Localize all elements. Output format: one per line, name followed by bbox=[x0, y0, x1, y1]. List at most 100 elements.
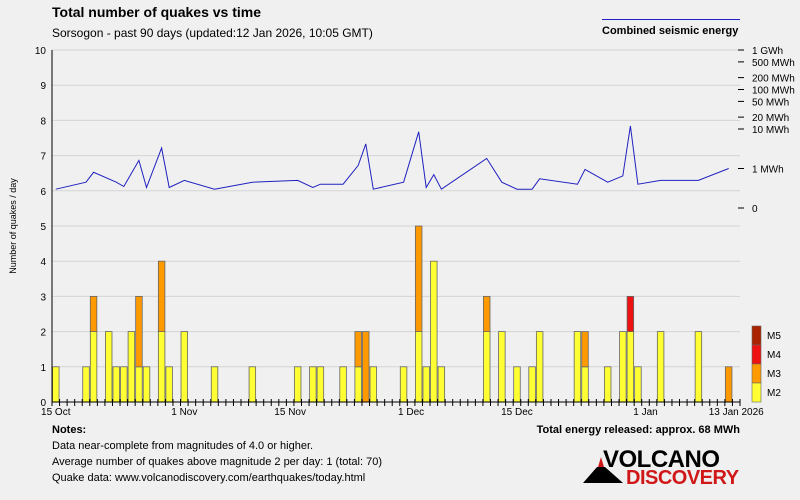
bar-segment-m2 bbox=[573, 331, 582, 403]
x-tick-label: 15 Dec bbox=[501, 407, 533, 418]
x-tick-label: 15 Oct bbox=[41, 407, 71, 418]
magnitude-legend: M5 M4 M3 M2 bbox=[751, 325, 781, 403]
energy-series bbox=[55, 125, 729, 190]
y-tick-label: 7 bbox=[40, 152, 46, 163]
bar-segment-m2 bbox=[498, 331, 506, 403]
bar-segment-m3 bbox=[415, 225, 423, 332]
bar-segment-m2 bbox=[165, 366, 173, 403]
x-tick-label: 13 Jan 2026 bbox=[709, 407, 764, 418]
y-tick-label: 4 bbox=[40, 257, 46, 268]
bar-segment-m2 bbox=[634, 366, 642, 403]
lava-icon bbox=[598, 457, 604, 467]
bar-segment-m2 bbox=[142, 366, 151, 403]
bar-series bbox=[52, 225, 733, 403]
y-tick-label: 2 bbox=[40, 328, 46, 339]
bar-segment-m2 bbox=[82, 366, 90, 403]
bar-segment-m2 bbox=[52, 366, 60, 403]
bar-segment-m2 bbox=[112, 366, 120, 403]
bar-segment-m2 bbox=[180, 331, 188, 403]
legend-swatch-m4 bbox=[751, 344, 762, 365]
legend-swatch-m3 bbox=[751, 363, 762, 384]
energy-tick-label: 10 MWh bbox=[752, 125, 789, 136]
y-tick-label: 3 bbox=[40, 292, 46, 303]
energy-legend-line bbox=[602, 19, 740, 20]
y-tick-label: 9 bbox=[40, 81, 46, 92]
bar-segment-m2 bbox=[422, 366, 430, 403]
energy-tick-label: 100 MWh bbox=[752, 86, 795, 97]
bar-segment-m2 bbox=[437, 366, 446, 403]
legend-label-m2: M2 bbox=[767, 388, 781, 399]
bar-segment-m2 bbox=[430, 260, 438, 403]
energy-tick-label: 1 GWh bbox=[752, 46, 783, 57]
y-tick-label: 10 bbox=[35, 46, 47, 57]
y-tick-label: 6 bbox=[40, 187, 46, 198]
bar-segment-m2 bbox=[309, 366, 317, 403]
energy-tick-label: 20 MWh bbox=[752, 113, 789, 124]
legend-swatch-m5 bbox=[751, 325, 762, 346]
y-tick-label: 8 bbox=[40, 116, 46, 127]
axes: 0 1 2 3 4 5 6 7 8 9 10 15 Oct 1 Nov 15 Nov 1 Dec 15 Dec… bbox=[35, 46, 795, 418]
energy-line bbox=[55, 125, 729, 190]
energy-tick-label: 200 MWh bbox=[752, 74, 795, 85]
x-tick-label: 1 Nov bbox=[171, 407, 197, 418]
bar-segment-m2 bbox=[135, 366, 143, 403]
y-axis-label: Number of quakes / day bbox=[8, 178, 18, 274]
energy-tick-label: 0 bbox=[752, 204, 758, 215]
bar-segment-m3 bbox=[483, 295, 491, 332]
bar-segment-m2 bbox=[157, 331, 166, 403]
bar-segment-m2 bbox=[483, 331, 491, 403]
y-tick-label: 0 bbox=[40, 398, 46, 409]
bar-segment-m2 bbox=[656, 331, 665, 403]
bar-segment-m2 bbox=[248, 366, 257, 403]
x-tick-label: 1 Jan bbox=[633, 407, 657, 418]
energy-tick-label: 50 MWh bbox=[752, 97, 789, 108]
legend-label-m5: M5 bbox=[767, 331, 781, 342]
bar-segment-m2 bbox=[604, 366, 612, 403]
legend-label-m3: M3 bbox=[767, 369, 781, 380]
y-tick-label: 1 bbox=[40, 363, 46, 374]
chart-subtitle: Sorsogon - past 90 days (updated:12 Jan … bbox=[52, 26, 373, 40]
bar-segment-m2 bbox=[581, 366, 589, 403]
bar-segment-m2 bbox=[399, 366, 408, 403]
energy-tick-label: 500 MWh bbox=[752, 58, 795, 69]
bar-segment-m3 bbox=[135, 295, 143, 368]
note-line-3: Quake data: www.volcanodiscovery.com/ear… bbox=[52, 472, 366, 484]
chart-title: Total number of quakes vs time bbox=[52, 4, 262, 20]
bar-segment-m2 bbox=[513, 366, 521, 403]
bar-segment-m2 bbox=[89, 331, 98, 403]
bar-segment-m3 bbox=[724, 366, 733, 403]
bar-segment-m2 bbox=[316, 366, 325, 403]
volcano-icon bbox=[583, 467, 623, 483]
logo-text-bottom: DISCOVERY bbox=[626, 467, 739, 489]
bar-segment-m3 bbox=[89, 295, 98, 332]
bar-segment-m2 bbox=[528, 366, 536, 403]
bar-segment-m2 bbox=[369, 366, 377, 403]
bar-segment-m2 bbox=[694, 331, 703, 403]
bar-segment-m2 bbox=[354, 366, 362, 403]
logo-text-top: VOLCANO bbox=[603, 446, 720, 473]
legend-label-m4: M4 bbox=[767, 350, 781, 361]
bar-segment-m2 bbox=[105, 331, 113, 403]
bar-segment-m2 bbox=[339, 366, 347, 403]
note-line-2: Average number of quakes above magnitude… bbox=[52, 456, 383, 468]
bar-segment-m4 bbox=[626, 295, 635, 332]
legend-swatch-m2 bbox=[751, 382, 762, 403]
bar-segment-m3 bbox=[362, 331, 370, 403]
x-tick-label: 1 Dec bbox=[398, 407, 424, 418]
note-line-1: Data near-complete from magnitudes of 4.… bbox=[52, 440, 314, 452]
energy-legend-label: Combined seismic energy bbox=[602, 25, 739, 37]
bar-segment-m3 bbox=[157, 260, 166, 333]
bar-segment-m2 bbox=[415, 331, 423, 403]
y-tick-label: 5 bbox=[40, 222, 46, 233]
bar-segment-m2 bbox=[626, 331, 635, 403]
bar-segment-m2 bbox=[127, 331, 136, 403]
bar-segment-m2 bbox=[535, 331, 544, 403]
bar-segment-m3 bbox=[354, 331, 362, 368]
x-tick-label: 15 Nov bbox=[274, 407, 306, 418]
quakes-chart: 0 1 2 3 4 5 6 7 8 9 10 15 Oct 1 Nov 15 Nov 1 Dec 15 Dec… bbox=[8, 46, 795, 418]
bar-segment-m2 bbox=[210, 366, 219, 403]
bar-segment-m2 bbox=[120, 366, 128, 403]
energy-tick-label: 1 MWh bbox=[752, 165, 784, 176]
volcano-discovery-logo bbox=[583, 457, 623, 483]
bar-segment-m3 bbox=[581, 331, 589, 368]
